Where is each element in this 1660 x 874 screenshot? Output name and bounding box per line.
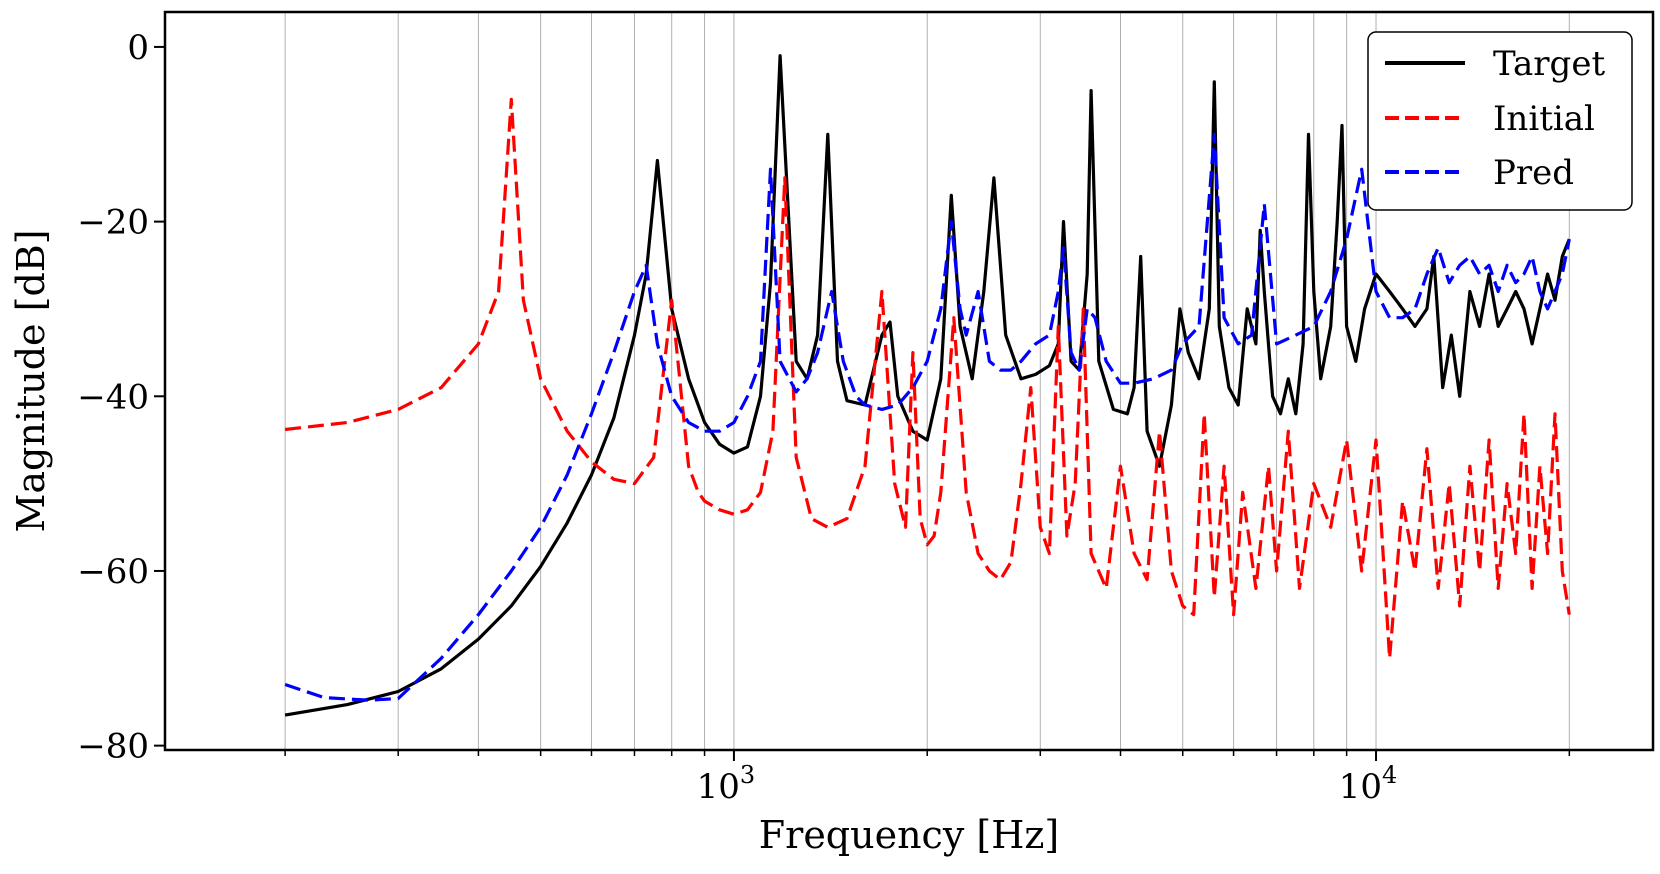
x-tick-label-exponent: 4: [1382, 761, 1397, 789]
x-tick-label: 104: [1339, 761, 1398, 807]
series-line-pred: [284, 132, 1571, 702]
y-tick-label: −60: [77, 552, 149, 592]
series-layer: [284, 54, 1571, 717]
y-tick-label: −20: [77, 203, 149, 243]
y-tick-label: 0: [127, 28, 149, 68]
plot-frame: [163, 10, 1655, 752]
legend-label-initial: Initial: [1493, 99, 1595, 139]
x-axis-label: Frequency [Hz]: [759, 813, 1059, 857]
legend-label-target: Target: [1493, 44, 1605, 84]
series-line-initial: [284, 97, 1571, 660]
series-line-target: [284, 54, 1571, 717]
x-tick-label-exponent: 3: [740, 761, 755, 789]
legend-box: [1367, 31, 1633, 211]
legend: Target Initial Pred: [1367, 31, 1633, 211]
x-tick-label: 103: [697, 761, 756, 807]
y-axis-label: Magnitude [dB]: [9, 229, 53, 532]
legend-label-pred: Pred: [1493, 153, 1574, 193]
y-tick-label: −40: [77, 377, 149, 417]
y-tick-label: −80: [77, 727, 149, 767]
x-tick-label-base: 10: [1339, 767, 1382, 807]
x-tick-label-base: 10: [697, 767, 740, 807]
